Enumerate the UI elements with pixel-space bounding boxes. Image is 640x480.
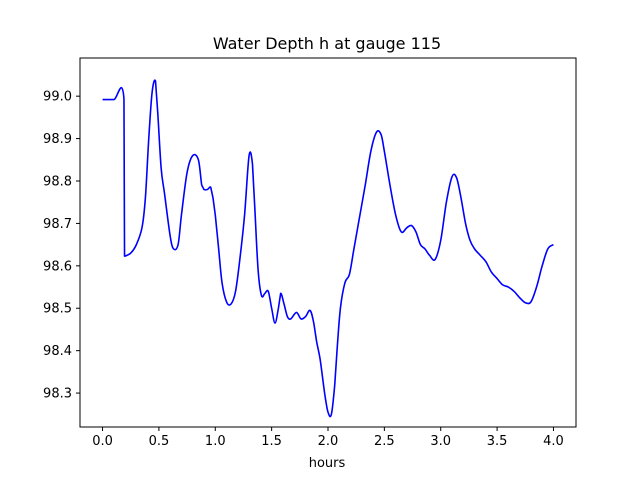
y-tick-label: 98.7 — [43, 217, 72, 232]
x-tick-label: 2.0 — [318, 434, 339, 449]
y-tick-label: 98.5 — [43, 302, 72, 317]
series-line — [102, 79, 554, 418]
x-tick-label: 0.5 — [149, 434, 170, 449]
x-axis-label: hours — [309, 456, 346, 471]
y-tick-label: 98.4 — [43, 344, 72, 359]
y-tick-label: 98.8 — [43, 175, 72, 190]
x-tick-label: 2.5 — [374, 434, 395, 449]
y-tick-label: 98.3 — [43, 387, 72, 402]
x-tick-label: 3.5 — [487, 434, 508, 449]
y-tick-label: 99.0 — [43, 90, 72, 105]
chart-title: Water Depth h at gauge 115 — [213, 34, 441, 53]
x-tick-label: 4.0 — [543, 434, 564, 449]
x-tick-label: 0.0 — [92, 434, 113, 449]
x-tick-label: 1.5 — [261, 434, 282, 449]
plot-frame — [79, 57, 577, 428]
x-tick-label: 1.0 — [205, 434, 226, 449]
y-tick-label: 98.9 — [43, 132, 72, 147]
x-tick-label: 3.0 — [430, 434, 451, 449]
y-tick-label: 98.6 — [43, 259, 72, 274]
